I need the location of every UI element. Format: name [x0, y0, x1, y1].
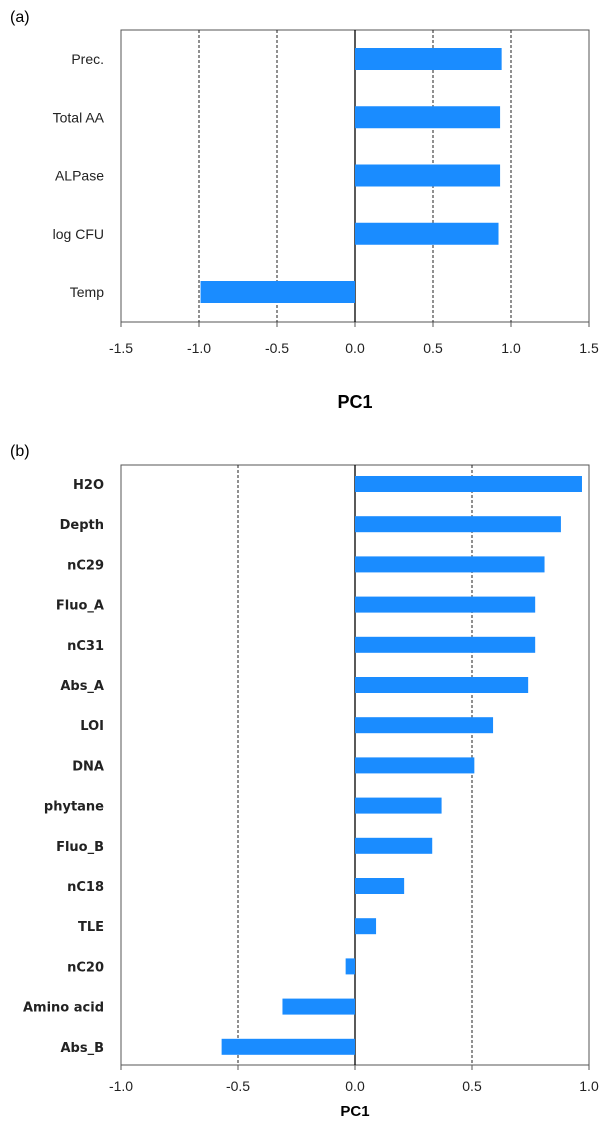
- panel-a-x-tick-label: -0.5: [265, 340, 289, 356]
- panel-b-x-axis-label: PC1: [340, 1103, 369, 1120]
- panel-b-category-label: Fluo_B: [56, 840, 104, 855]
- panel-a-bar: [200, 281, 355, 303]
- panel-b-bar: [355, 717, 494, 734]
- panel-a-category-label: ALPase: [55, 168, 104, 184]
- panel-b-category-label: phytane: [44, 800, 104, 815]
- panel-b-category-label: Fluo_A: [56, 599, 104, 614]
- panel-b-category-label: nC18: [67, 880, 104, 895]
- panel-a-bar: [355, 48, 502, 70]
- panel-b-bar: [355, 636, 536, 653]
- panel-b-category-label: LOI: [80, 719, 104, 734]
- panel-b-category-label: Abs_A: [60, 679, 104, 694]
- panel-a-category-label: log CFU: [53, 226, 104, 242]
- panel-a-bar: [355, 222, 499, 245]
- panel-b-x-tick-label: 1.0: [579, 1078, 599, 1094]
- panel-a-x-tick-label: 1.5: [579, 340, 599, 356]
- panel-b-bar: [355, 556, 545, 573]
- panel-a-x-tick-label: -1.5: [109, 340, 133, 356]
- panel-b-bar: [282, 998, 355, 1015]
- panel-b-bar: [345, 958, 355, 975]
- panel-b-bar: [355, 837, 433, 854]
- panel-b-bar: [355, 878, 405, 894]
- panel-b-category-label: nC31: [67, 639, 104, 654]
- panel-a-x-tick-label: -1.0: [187, 340, 211, 356]
- panel-b-category-label: nC29: [67, 558, 104, 573]
- panel-b-x-tick-label: 0.0: [345, 1078, 365, 1094]
- panel-b-category-label: Depth: [60, 518, 104, 533]
- panel-b-category-label: nC20: [67, 960, 104, 975]
- panel-b-x-tick-label: -0.5: [226, 1078, 250, 1094]
- panel-a-bar: [355, 164, 501, 187]
- panel-a-label: (a): [10, 9, 30, 26]
- panel-b-category-label: TLE: [78, 920, 104, 935]
- panel-a-x-axis-label: PC1: [337, 392, 372, 412]
- panel-b-bar: [221, 1038, 355, 1055]
- panel-a-x-tick-label: 1.0: [501, 340, 521, 356]
- panel-b-bar: [355, 476, 582, 492]
- panel-b-bar: [355, 516, 561, 533]
- panel-b-bar: [355, 757, 475, 774]
- panel-b-category-label: H2O: [73, 478, 104, 493]
- panel-b-category-label: Abs_B: [60, 1041, 104, 1056]
- panel-a-x-tick-label: 0.0: [345, 340, 365, 356]
- panel-b-bar: [355, 677, 529, 693]
- panel-b-label: (b): [10, 443, 30, 460]
- panel-b-category-label: Amino acid: [23, 1001, 104, 1016]
- panel-a-category-label: Temp: [70, 284, 104, 300]
- panel-b-bar: [355, 918, 377, 935]
- panel-b-bar: [355, 596, 536, 613]
- panel-a-category-label: Total AA: [53, 109, 105, 125]
- chart-panel-b: H2O Depth nC29 Fluo_A nC31 Abs_A LOI DNA phytane…: [23, 464, 599, 1094]
- panel-a-x-tick-label: 0.5: [423, 340, 443, 356]
- panel-b-bar: [355, 797, 442, 814]
- panel-b-category-label: DNA: [72, 759, 104, 774]
- chart-panel-a: Prec. Total AA ALPase log CFU Temp -1.5 -1.0 -0…: [53, 29, 599, 356]
- panel-b-x-tick-label: 0.5: [462, 1078, 482, 1094]
- panel-b-x-tick-label: -1.0: [109, 1078, 133, 1094]
- panel-a-bar: [355, 106, 501, 129]
- panel-a-category-label: Prec.: [71, 51, 104, 67]
